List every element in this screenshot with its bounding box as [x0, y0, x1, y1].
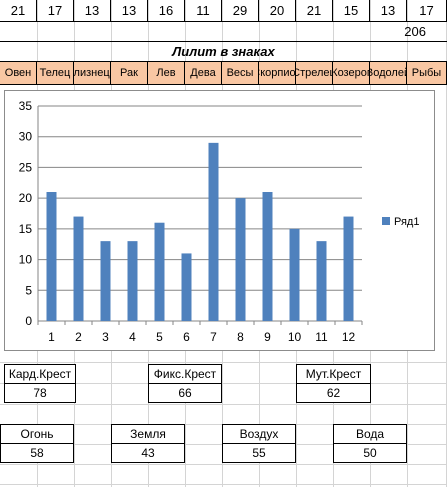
air-label[interactable]: Воздух	[222, 424, 296, 444]
bar-12	[343, 216, 354, 321]
sign-cell[interactable]: Близнецы	[74, 62, 111, 85]
cardinal-cross-value[interactable]: 78	[4, 384, 76, 403]
cell-number[interactable]: 15	[333, 0, 370, 22]
x-tick-label: 7	[210, 330, 217, 344]
legend-label: Ряд1	[394, 216, 419, 228]
air-value[interactable]: 55	[222, 444, 296, 463]
earth-label[interactable]: Земля	[111, 424, 185, 444]
sign-header-row: Овен Телец Близнецы Рак Лев Дева Весы Ск…	[0, 62, 447, 85]
cell-number[interactable]: 21	[296, 0, 333, 22]
x-tick-label: 6	[183, 330, 190, 344]
y-tick-label: 25	[19, 160, 33, 174]
total-cell[interactable]: 206	[404, 24, 426, 39]
cardinal-cross-label[interactable]: Кард.Крест	[4, 364, 76, 384]
fixed-cross-value[interactable]: 66	[148, 384, 222, 403]
legend-swatch	[382, 217, 390, 225]
sign-cell[interactable]: Лев	[148, 62, 185, 85]
cell-number[interactable]: 13	[111, 0, 148, 22]
y-tick-label: 10	[19, 253, 33, 267]
y-tick-label: 20	[19, 191, 33, 205]
sign-cell[interactable]: Овен	[0, 62, 37, 85]
x-tick-label: 3	[102, 330, 109, 344]
x-tick-label: 10	[288, 330, 302, 344]
x-tick-label: 8	[237, 330, 244, 344]
x-tick-label: 5	[156, 330, 163, 344]
cell-number[interactable]: 21	[0, 0, 37, 22]
bar-6	[181, 253, 192, 321]
mutable-cross-value[interactable]: 62	[296, 384, 371, 403]
bar-chart[interactable]: 0 5 10 15 20 25 30 35 1 2 3 4 5 6 7 8 9 10 11 12 Ряд1	[4, 90, 435, 351]
y-tick-label: 5	[25, 283, 32, 297]
y-tick-label: 30	[19, 130, 33, 144]
top-number-row: 21 17 13 13 16 11 29 20 21 15 13 17	[0, 0, 447, 22]
bar-2	[73, 216, 84, 321]
sign-cell[interactable]: Весы	[222, 62, 259, 85]
mutable-cross-label[interactable]: Мут.Крест	[296, 364, 371, 384]
sign-cell[interactable]: Водолей	[370, 62, 407, 85]
y-tick-label: 35	[19, 99, 33, 113]
cell-number[interactable]: 11	[185, 0, 222, 22]
x-tick-label: 4	[129, 330, 136, 344]
sign-cell[interactable]: Скорпион	[259, 62, 296, 85]
sign-cell[interactable]: Рак	[111, 62, 148, 85]
fire-label[interactable]: Огонь	[0, 424, 74, 444]
sign-cell[interactable]: Козерог	[333, 62, 370, 85]
bar-10	[289, 228, 300, 321]
cell-number[interactable]: 13	[74, 0, 111, 22]
cell-number[interactable]: 17	[407, 0, 447, 22]
cell-number[interactable]: 16	[148, 0, 185, 22]
sign-cell[interactable]: Стрелец	[296, 62, 333, 85]
x-tick-label: 9	[264, 330, 271, 344]
y-tick-label: 0	[25, 314, 32, 328]
sign-cell[interactable]: Рыбы	[407, 62, 447, 85]
bar-4	[127, 241, 138, 321]
x-tick-label: 2	[75, 330, 82, 344]
bar-9	[262, 192, 273, 321]
bar-1	[46, 192, 57, 321]
bar-3	[100, 241, 111, 321]
table-title[interactable]: Лилит в знаках	[0, 41, 447, 62]
sign-cell[interactable]: Дева	[185, 62, 222, 85]
bar-7	[208, 142, 219, 321]
earth-value[interactable]: 43	[111, 444, 185, 463]
y-tick-label: 15	[19, 222, 33, 236]
water-label[interactable]: Вода	[333, 424, 407, 444]
water-value[interactable]: 50	[333, 444, 407, 463]
fixed-cross-label[interactable]: Фикс.Крест	[148, 364, 222, 384]
bar-8	[235, 198, 246, 321]
x-tick-label: 12	[342, 330, 356, 344]
bar-11	[316, 241, 327, 321]
cell-number[interactable]: 29	[222, 0, 259, 22]
cell-number[interactable]: 13	[370, 0, 407, 22]
x-tick-label: 11	[315, 330, 328, 344]
cell-number[interactable]: 17	[37, 0, 74, 22]
bar-5	[154, 222, 165, 321]
fire-value[interactable]: 58	[0, 444, 74, 463]
cell-number[interactable]: 20	[259, 0, 296, 22]
x-tick-label: 1	[48, 330, 55, 344]
sign-cell[interactable]: Телец	[37, 62, 74, 85]
